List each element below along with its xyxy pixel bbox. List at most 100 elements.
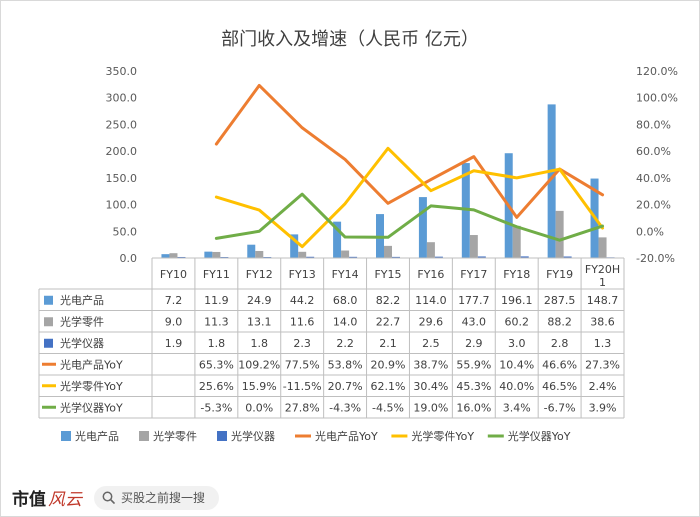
table-cell: 45.3%: [456, 380, 491, 393]
legend-label: 光电产品YoY: [315, 429, 378, 443]
right-axis-tick-label: 100.0%: [636, 92, 678, 105]
bar: [247, 244, 256, 258]
category-label: FY17: [460, 268, 487, 281]
left-axis-tick-label: 300.0: [106, 92, 138, 105]
category-label: FY20H 1: [585, 263, 620, 289]
category-label: FY10: [160, 268, 187, 281]
table-cell: 196.1: [501, 294, 533, 307]
table-cell: 11.6: [290, 315, 315, 328]
category-label: FY15: [374, 268, 401, 281]
bar: [177, 256, 186, 258]
table-cell: 287.5: [544, 294, 576, 307]
table-cell: 24.9: [247, 294, 272, 307]
bar: [204, 251, 213, 258]
legend-label: 光学仪器YoY: [508, 429, 571, 443]
table-row-key: [44, 317, 53, 327]
table-cell: -5.3%: [200, 401, 232, 414]
chart-canvas: 部门收入及增速（人民币 亿元） 0.0 50.0 100.0 150.0 200.0 25…: [38, 29, 678, 443]
bar: [306, 256, 315, 258]
bar: [169, 253, 178, 258]
right-axis-tick-label: 120.0%: [636, 65, 678, 78]
table-cell: 29.6: [419, 315, 444, 328]
table-cell: 1.8: [208, 337, 226, 350]
right-axis-tick-label: 60.0%: [636, 145, 671, 158]
search-icon: [102, 491, 115, 504]
table-cell: 16.0%: [456, 401, 491, 414]
table-cell: 2.1: [379, 337, 397, 350]
category-label: FY12: [246, 268, 273, 281]
table-cell: 1.8: [251, 337, 269, 350]
bar: [212, 251, 221, 258]
table-cell: -4.5%: [372, 401, 404, 414]
table-row-name: 光学仪器: [60, 336, 104, 350]
legend-key: [139, 431, 149, 441]
table-cell: 88.2: [547, 315, 572, 328]
series-line: [214, 192, 605, 242]
search-box[interactable]: 买股之前搜一搜: [94, 485, 220, 510]
bar: [520, 256, 529, 258]
bar: [341, 250, 350, 258]
table-cell: 27.8%: [285, 401, 320, 414]
table-cell: 65.3%: [199, 358, 234, 371]
left-axis-tick-label: 150.0: [106, 172, 138, 185]
table-row-name: 光电产品YoY: [60, 357, 123, 371]
table-cell: 43.0: [462, 315, 487, 328]
table-cell: 2.3: [293, 337, 311, 350]
legend-key: [61, 431, 71, 441]
bar: [349, 256, 358, 258]
table-cell: 2.8: [551, 337, 569, 350]
table-cell: 109.2%: [238, 358, 280, 371]
table-cell: 46.5%: [542, 380, 577, 393]
table-row-key: [44, 295, 53, 305]
bar: [290, 234, 299, 258]
table-cell: 60.2: [504, 315, 529, 328]
table-row-key: [44, 338, 53, 348]
category-label: FY13: [289, 268, 316, 281]
bar: [555, 210, 564, 258]
legend-label: 光学零件YoY: [411, 429, 474, 443]
legend-label: 光学仪器: [231, 429, 275, 443]
right-axis-tick-label: 0.0%: [636, 225, 664, 238]
table-cell: 44.2: [290, 294, 315, 307]
table-cell: 3.9%: [589, 401, 617, 414]
bar: [255, 251, 264, 258]
table-row-name: 光学仪器YoY: [60, 400, 123, 414]
brand-script: 风云: [48, 490, 82, 510]
table-cell: 2.4%: [589, 380, 617, 393]
bar: [384, 245, 392, 258]
legend-label: 光电产品: [75, 429, 119, 443]
table-cell: 2.2: [336, 337, 354, 350]
table-cell: 3.0: [508, 337, 526, 350]
table-cell: 27.3%: [585, 358, 620, 371]
table-cell: 22.7: [376, 315, 401, 328]
bar: [477, 256, 486, 258]
bar: [298, 251, 307, 258]
left-axis-tick-label: 50.0: [113, 225, 138, 238]
table-cell: 20.9%: [371, 358, 406, 371]
bar: [469, 235, 478, 258]
right-axis-tick-label: -20.0%: [636, 252, 675, 265]
table-cell: 53.8%: [328, 358, 363, 371]
table-cell: -4.3%: [329, 401, 361, 414]
legend-key: [217, 431, 227, 441]
table-cell: 2.5: [422, 337, 440, 350]
table-cell: 46.6%: [542, 358, 577, 371]
table-cell: 20.7%: [328, 380, 363, 393]
left-axis-tick-label: 250.0: [106, 118, 138, 131]
category-label: FY16: [417, 268, 444, 281]
category-label: FY18: [503, 268, 530, 281]
bar: [161, 254, 170, 258]
right-axis-tick-label: 20.0%: [636, 199, 671, 212]
category-label: FY11: [203, 268, 230, 281]
table-cell: -11.5%: [283, 380, 322, 393]
table-cell: 2.9: [465, 337, 483, 350]
table-cell: 38.6: [590, 315, 615, 328]
brand-logo: 市值 风云: [12, 485, 82, 510]
table-cell: 82.2: [376, 294, 401, 307]
left-axis-tick-label: 350.0: [106, 65, 138, 78]
table-cell: 148.7: [587, 294, 619, 307]
right-axis-tick-label: 80.0%: [636, 118, 671, 131]
table-cell: 0.0%: [245, 401, 273, 414]
table-row-name: 光学零件: [60, 314, 104, 328]
